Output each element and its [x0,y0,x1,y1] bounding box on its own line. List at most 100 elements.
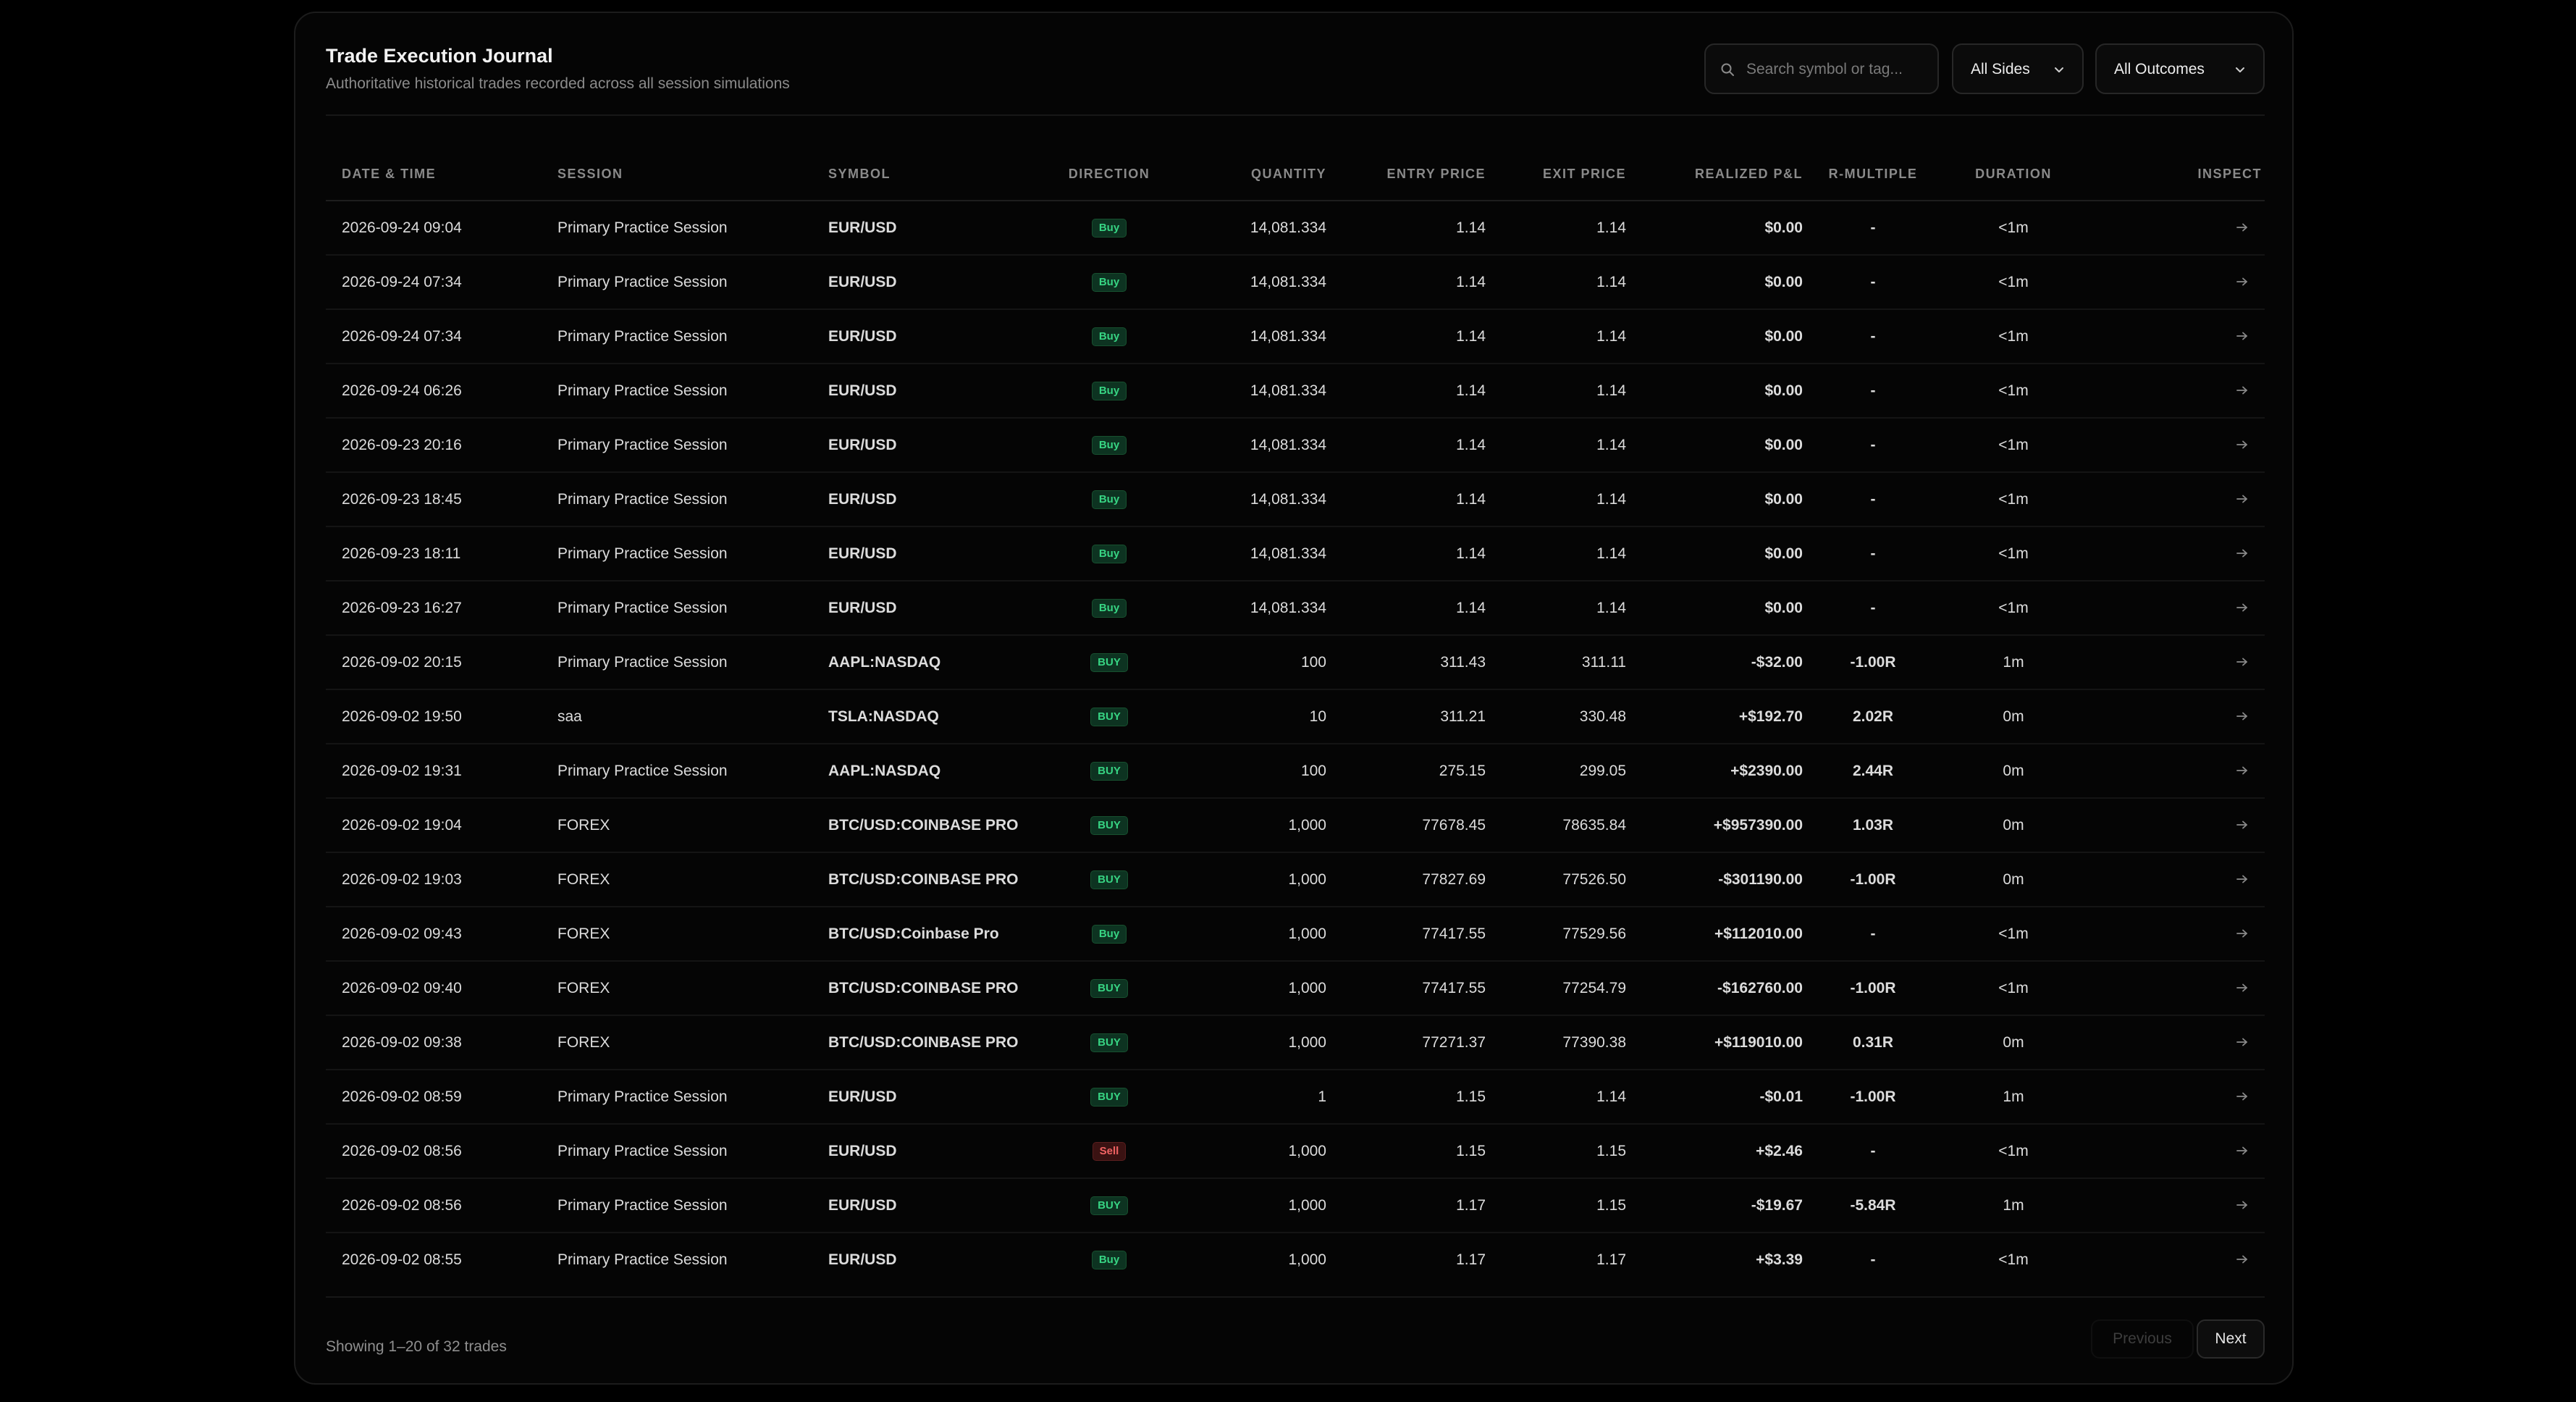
cell-inspect[interactable] [2087,635,2265,690]
cell-entry-price: 1.15 [1329,1124,1489,1179]
arrow-right-icon[interactable] [2236,222,2249,232]
cell-exit-price: 77390.38 [1489,1015,1629,1070]
arrow-right-icon[interactable] [2236,548,2249,558]
page-title: Trade Execution Journal [326,45,553,67]
cell-inspect[interactable] [2087,907,2265,962]
table-row[interactable]: 2026-09-24 06:26 Primary Practice Session… [326,364,2265,419]
arrow-right-icon[interactable] [2236,711,2249,721]
sides-filter-dropdown[interactable]: All Sides [1952,43,2084,94]
table-row[interactable]: 2026-09-02 19:31 Primary Practice Session… [326,744,2265,799]
cell-quantity: 14,081.334 [1170,472,1329,527]
arrow-right-icon[interactable] [2236,1254,2249,1264]
col-header-duration[interactable]: DURATION [1940,148,2087,201]
table-row[interactable]: 2026-09-02 19:50 saa TSLA:NASDAQ BUY 10 311.2… [326,689,2265,744]
cell-inspect[interactable] [2087,1178,2265,1233]
col-header-exit-price[interactable]: EXIT PRICE [1489,148,1629,201]
table-row[interactable]: 2026-09-23 18:45 Primary Practice Session… [326,472,2265,527]
table-row[interactable]: 2026-09-02 08:56 Primary Practice Session… [326,1124,2265,1179]
arrow-right-icon[interactable] [2236,1200,2249,1210]
outcomes-filter-label: All Outcomes [2114,61,2205,77]
table-row[interactable]: 2026-09-02 19:03 FOREX BTC/USD:COINBASE PR… [326,852,2265,907]
cell-duration: <1m [1940,961,2087,1016]
outcomes-filter-dropdown[interactable]: All Outcomes [2095,43,2265,94]
cell-inspect[interactable] [2087,961,2265,1016]
col-header-quantity[interactable]: QUANTITY [1170,148,1329,201]
table-row[interactable]: 2026-09-23 20:16 Primary Practice Session… [326,418,2265,473]
table-row[interactable]: 2026-09-24 07:34 Primary Practice Session… [326,309,2265,364]
cell-inspect[interactable] [2087,852,2265,907]
cell-inspect[interactable] [2087,1233,2265,1286]
cell-quantity: 14,081.334 [1170,526,1329,582]
cell-inspect[interactable] [2087,798,2265,853]
col-header-session[interactable]: SESSION [542,148,812,201]
cell-exit-price: 311.11 [1489,635,1629,690]
table-row[interactable]: 2026-09-02 08:55 Primary Practice Session… [326,1233,2265,1286]
cell-quantity: 14,081.334 [1170,201,1329,256]
arrow-right-icon[interactable] [2236,440,2249,450]
arrow-right-icon[interactable] [2236,928,2249,939]
cell-inspect[interactable] [2087,581,2265,636]
arrow-right-icon[interactable] [2236,874,2249,884]
cell-inspect[interactable] [2087,418,2265,473]
arrow-right-icon[interactable] [2236,1146,2249,1156]
table-row[interactable]: 2026-09-23 18:11 Primary Practice Session… [326,526,2265,582]
table-row[interactable]: 2026-09-23 16:27 Primary Practice Session… [326,581,2265,636]
cell-symbol: AAPL:NASDAQ [812,635,1048,690]
table-row[interactable]: 2026-09-02 09:43 FOREX BTC/USD:Coinbase Pr… [326,907,2265,962]
cell-entry-price: 77417.55 [1329,907,1489,962]
cell-inspect[interactable] [2087,1070,2265,1125]
col-header-realized-pnl[interactable]: REALIZED P&L [1629,148,1806,201]
table-row[interactable]: 2026-09-02 19:04 FOREX BTC/USD:COINBASE PR… [326,798,2265,853]
table-row[interactable]: 2026-09-02 09:38 FOREX BTC/USD:COINBASE PR… [326,1015,2265,1070]
previous-page-button[interactable]: Previous [2091,1319,2194,1359]
cell-inspect[interactable] [2087,744,2265,799]
table-row[interactable]: 2026-09-24 09:04 Primary Practice Session… [326,201,2265,256]
arrow-right-icon[interactable] [2236,657,2249,667]
col-header-datetime[interactable]: DATE & TIME [326,148,542,201]
table-row[interactable]: 2026-09-02 09:40 FOREX BTC/USD:COINBASE PR… [326,961,2265,1016]
cell-inspect[interactable] [2087,472,2265,527]
table-row[interactable]: 2026-09-02 08:56 Primary Practice Session… [326,1178,2265,1233]
arrow-right-icon[interactable] [2236,820,2249,830]
cell-exit-price: 1.17 [1596,1251,1626,1268]
cell-exit-price: 1.14 [1489,309,1629,364]
cell-inspect[interactable] [2087,255,2265,310]
table-row[interactable]: 2026-09-02 20:15 Primary Practice Session… [326,635,2265,690]
cell-duration: <1m [1940,364,2087,419]
col-header-r-multiple[interactable]: R-MULTIPLE [1806,148,1940,201]
cell-inspect[interactable] [2087,201,2265,256]
cell-quantity: 1,000 [1170,961,1329,1016]
table-row[interactable]: 2026-09-02 08:59 Primary Practice Session… [326,1070,2265,1125]
arrow-right-icon[interactable] [2236,385,2249,395]
cell-inspect[interactable] [2087,689,2265,744]
arrow-right-icon[interactable] [2236,331,2249,341]
arrow-right-icon[interactable] [2236,1091,2249,1101]
cell-session: Primary Practice Session [542,1178,812,1233]
col-header-entry-price[interactable]: ENTRY PRICE [1329,148,1489,201]
col-header-direction[interactable]: DIRECTION [1048,148,1170,201]
cell-inspect[interactable] [2087,364,2265,419]
search-input[interactable] [1745,45,1936,94]
search-box[interactable] [1704,43,1939,94]
cell-exit-price: 1.14 [1489,1070,1629,1125]
cell-direction: BUY [1048,961,1170,1016]
arrow-right-icon[interactable] [2236,494,2249,504]
arrow-right-icon[interactable] [2236,983,2249,993]
arrow-right-icon[interactable] [2236,277,2249,287]
col-header-symbol[interactable]: SYMBOL [812,148,1048,201]
arrow-right-icon[interactable] [2236,1037,2249,1047]
cell-inspect[interactable] [2087,1015,2265,1070]
cell-inspect[interactable] [2087,1124,2265,1179]
direction-badge: Buy [1091,925,1127,944]
cell-duration: 0m [1940,744,2087,799]
cell-inspect[interactable] [2087,526,2265,582]
cell-entry-price: 77417.55 [1329,961,1489,1016]
cell-session: Primary Practice Session [542,255,812,310]
next-page-button[interactable]: Next [2197,1319,2265,1359]
cell-inspect[interactable] [2087,309,2265,364]
cell-r-multiple: - [1806,364,1940,419]
arrow-right-icon[interactable] [2236,603,2249,613]
arrow-right-icon[interactable] [2236,765,2249,776]
table-row[interactable]: 2026-09-24 07:34 Primary Practice Session… [326,255,2265,310]
cell-exit-price: 77526.50 [1489,852,1629,907]
